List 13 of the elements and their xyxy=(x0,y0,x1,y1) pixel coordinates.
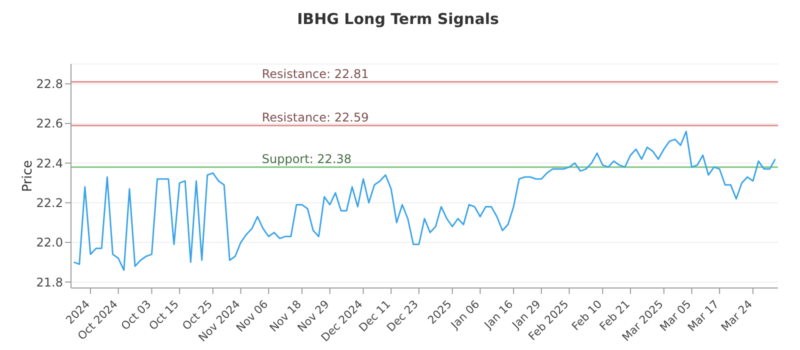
line-series xyxy=(73,130,776,271)
ref-line-label: Resistance: 22.59 xyxy=(262,110,369,124)
y-tick-label: 22.8 xyxy=(36,77,63,92)
y-tick-label: 22.4 xyxy=(36,156,63,170)
y-tick-label: 22.6 xyxy=(36,116,63,131)
y-tick-label: 21.8 xyxy=(36,275,63,290)
ref-line-label: Resistance: 22.81 xyxy=(262,66,369,81)
x-tick-label: Mar 24 xyxy=(718,298,755,334)
ref-line-label: Support: 22.38 xyxy=(262,152,352,166)
y-tick-label: 22.0 xyxy=(36,236,63,250)
y-axis-title: Price xyxy=(20,160,36,192)
y-tick-label: 22.2 xyxy=(36,196,63,210)
chart-title: IBHG Long Term Signals xyxy=(296,9,500,30)
